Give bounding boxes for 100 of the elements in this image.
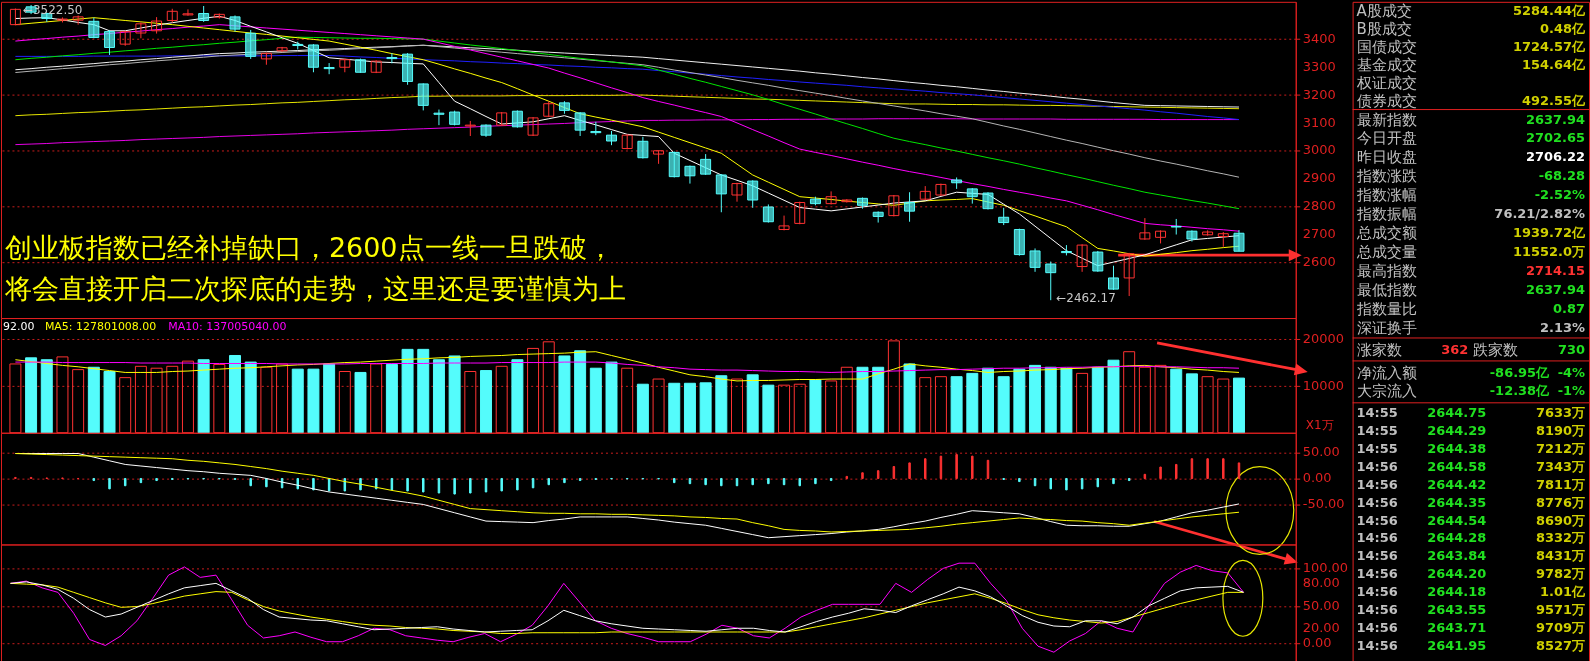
bar (25, 357, 38, 434)
text: 2644.20 (1427, 566, 1487, 582)
bar (542, 341, 555, 434)
candlestick (386, 52, 398, 64)
bar (621, 367, 634, 434)
text: 14:55 (1356, 422, 1398, 438)
y-tick-label: 3200 (1302, 86, 1336, 102)
bar (448, 355, 461, 434)
bar (1138, 366, 1151, 434)
y-axis-title: X1万 (1305, 417, 1334, 432)
candlestick (1233, 229, 1245, 252)
candlestick (700, 153, 712, 176)
bar (417, 348, 430, 434)
text: 14:56 (1356, 458, 1398, 474)
bar (746, 374, 759, 434)
y-tick-label: 100.00 (1302, 560, 1349, 576)
bar (1233, 377, 1245, 434)
candlestick (574, 111, 586, 137)
text: 2643.84 (1427, 548, 1487, 564)
bar (213, 363, 226, 434)
text: 8431万 (1535, 548, 1586, 564)
line-series (9, 562, 1245, 653)
text: 5284.44亿 (1513, 2, 1587, 18)
candlestick (684, 165, 696, 185)
y-tick-label: 3100 (1302, 114, 1336, 130)
bar (511, 359, 524, 434)
text: 昨日收盘 (1356, 148, 1417, 167)
bar (683, 382, 696, 434)
bar (56, 356, 69, 434)
text: 最新指数 (1356, 110, 1417, 129)
y-tick-label: 50.00 (1302, 597, 1340, 613)
bar (1107, 359, 1120, 434)
bar (778, 384, 791, 434)
text: 0.87 (1553, 301, 1586, 317)
bar (1217, 378, 1230, 434)
text: -12.38亿 (1489, 382, 1551, 398)
text: 14:56 (1356, 512, 1398, 528)
candlestick (307, 43, 319, 73)
text: 9709万 (1535, 620, 1586, 636)
bar (338, 371, 351, 434)
bar (354, 371, 367, 434)
bar (401, 348, 414, 434)
candlestick (762, 203, 774, 224)
text: 14:56 (1356, 602, 1398, 618)
bar (103, 371, 116, 434)
bar (72, 369, 85, 434)
candlestick (417, 82, 429, 111)
text: 730 (1557, 341, 1586, 357)
text: 2702.65 (1526, 130, 1586, 146)
candlestick (794, 201, 806, 225)
text: 14:56 (1356, 476, 1398, 492)
candlestick (1029, 247, 1041, 273)
bar (699, 382, 712, 434)
bar (636, 383, 649, 434)
text: 总成交量 (1355, 243, 1417, 262)
bar (134, 365, 147, 434)
bar (731, 378, 743, 434)
y-tick-label: 3300 (1302, 58, 1336, 74)
annotation: ←2462.17 (1056, 291, 1116, 306)
text: 14:55 (1356, 404, 1398, 420)
text: 2643.71 (1427, 620, 1487, 636)
bar (1170, 368, 1183, 434)
text: 大宗流入 (1356, 381, 1417, 400)
text: 指数涨幅 (1355, 186, 1417, 205)
line-series (14, 351, 1240, 382)
text: 2637.94 (1526, 111, 1586, 127)
candlestick (747, 179, 759, 209)
text: 今日开盘 (1356, 129, 1417, 148)
candlestick (135, 21, 147, 39)
bar (1076, 372, 1089, 434)
bar (589, 367, 602, 434)
text: 指数量比 (1355, 300, 1417, 319)
text: 涨家数 (1356, 340, 1402, 359)
candlestick (731, 182, 743, 203)
bar (197, 359, 210, 434)
bar (809, 379, 822, 434)
bar (903, 363, 916, 434)
candlestick (778, 215, 790, 231)
bar (1091, 366, 1104, 434)
text: 154.64亿 (1522, 56, 1586, 72)
text: 2644.28 (1427, 530, 1487, 546)
text: 2714.15 (1526, 263, 1586, 279)
text: 2644.35 (1427, 494, 1487, 510)
line-series (14, 36, 1240, 210)
text: 2644.29 (1427, 422, 1487, 438)
y-tick-label: 3000 (1302, 142, 1336, 158)
text: 深证换手 (1356, 319, 1417, 337)
annotation: 92.00 (2, 320, 35, 333)
bar (1060, 367, 1073, 434)
bar (260, 366, 273, 434)
bar (291, 368, 304, 434)
bar (574, 350, 587, 434)
bar (87, 366, 100, 434)
text: 国债成交 (1356, 37, 1417, 56)
annotation: 创业板指数已经补掉缺口，2600点一线一旦跌破， (4, 232, 614, 264)
bar (432, 359, 445, 434)
bar (480, 370, 492, 434)
y-tick-label: 2900 (1302, 170, 1336, 186)
text: 7633万 (1535, 404, 1586, 420)
bar (166, 365, 179, 434)
